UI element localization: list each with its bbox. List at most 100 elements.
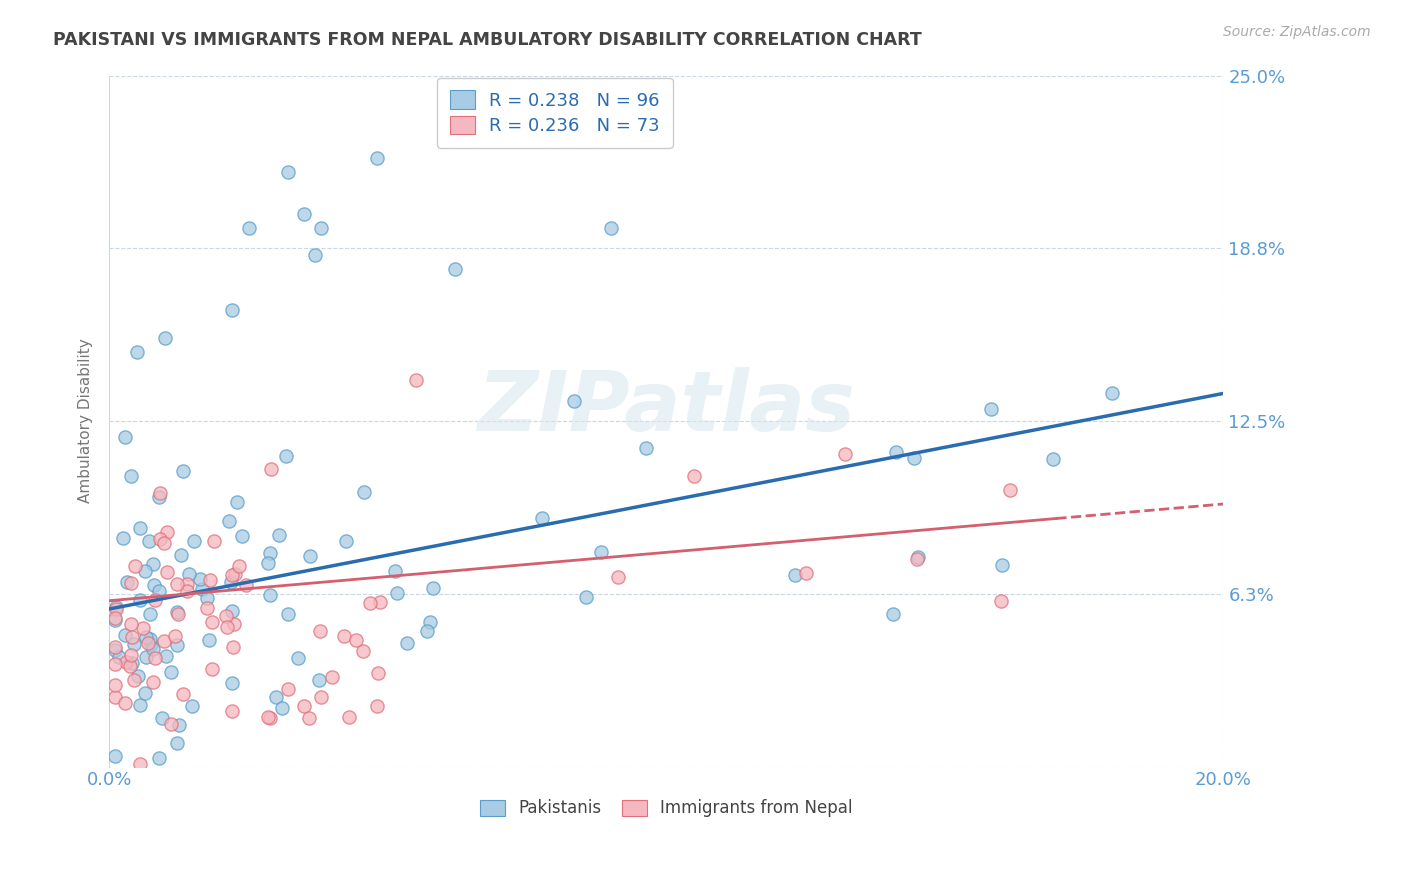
Point <box>292 698 315 713</box>
Point <box>166 638 188 652</box>
Point <box>129 521 152 535</box>
Point <box>980 402 1002 417</box>
Point <box>225 495 247 509</box>
Point <box>155 649 177 664</box>
Point <box>562 394 585 409</box>
Point <box>124 559 146 574</box>
Point <box>198 573 221 587</box>
Point <box>530 511 553 525</box>
Point <box>105 602 128 616</box>
Point <box>198 632 221 647</box>
Point <box>222 640 245 654</box>
Point <box>142 642 165 657</box>
Point <box>104 640 127 655</box>
Point <box>443 262 465 277</box>
Point <box>129 592 152 607</box>
Point <box>385 586 408 600</box>
Point <box>298 710 321 724</box>
Point <box>1000 483 1022 498</box>
Point <box>367 666 389 681</box>
Point <box>415 624 437 638</box>
Point <box>149 486 172 500</box>
Point <box>195 591 218 606</box>
Point <box>274 449 297 463</box>
Point <box>884 445 907 459</box>
Point <box>143 651 166 665</box>
Point <box>277 607 299 622</box>
Point <box>104 611 127 625</box>
Point <box>368 595 391 609</box>
Y-axis label: Ambulatory Disability: Ambulatory Disability <box>79 339 93 503</box>
Point <box>167 607 190 621</box>
Point <box>990 594 1012 608</box>
Point <box>107 650 129 665</box>
Point <box>276 165 298 179</box>
Point <box>114 696 136 710</box>
Point <box>834 447 856 461</box>
Point <box>344 632 367 647</box>
Point <box>309 624 332 638</box>
Point <box>138 632 160 646</box>
Point <box>156 565 179 579</box>
Point <box>589 544 612 558</box>
Point <box>159 665 181 680</box>
Point <box>221 704 243 718</box>
Point <box>127 668 149 682</box>
Point <box>260 462 283 476</box>
Point <box>104 643 127 657</box>
Point <box>121 657 143 671</box>
Point <box>419 615 441 629</box>
Point <box>142 558 165 572</box>
Point <box>176 577 198 591</box>
Point <box>156 524 179 539</box>
Point <box>143 577 166 591</box>
Point <box>221 568 243 582</box>
Point <box>172 464 194 478</box>
Point <box>575 591 598 605</box>
Point <box>195 600 218 615</box>
Point <box>599 220 621 235</box>
Point <box>267 528 290 542</box>
Point <box>201 663 224 677</box>
Point <box>287 651 309 665</box>
Point <box>292 207 315 221</box>
Point <box>152 535 174 549</box>
Point <box>163 629 186 643</box>
Point <box>167 717 190 731</box>
Point <box>353 485 375 500</box>
Point <box>104 657 127 672</box>
Point <box>134 685 156 699</box>
Point <box>135 630 157 644</box>
Point <box>360 596 382 610</box>
Point <box>177 566 200 581</box>
Point <box>607 570 630 584</box>
Point <box>224 567 246 582</box>
Point <box>128 756 150 771</box>
Point <box>352 643 374 657</box>
Point <box>120 469 142 483</box>
Point <box>166 577 188 591</box>
Point <box>231 529 253 543</box>
Point <box>172 687 194 701</box>
Point <box>309 220 332 235</box>
Point <box>215 620 238 634</box>
Point <box>215 609 238 624</box>
Text: PAKISTANI VS IMMIGRANTS FROM NEPAL AMBULATORY DISABILITY CORRELATION CHART: PAKISTANI VS IMMIGRANTS FROM NEPAL AMBUL… <box>53 31 922 49</box>
Point <box>115 574 138 589</box>
Point <box>153 633 176 648</box>
Text: ZIPatlas: ZIPatlas <box>478 367 855 448</box>
Point <box>148 751 170 765</box>
Point <box>384 564 406 578</box>
Point <box>218 514 240 528</box>
Legend: Pakistanis, Immigrants from Nepal: Pakistanis, Immigrants from Nepal <box>474 793 859 824</box>
Point <box>148 583 170 598</box>
Point <box>104 678 127 692</box>
Point <box>1101 386 1123 401</box>
Point <box>298 549 321 563</box>
Text: Source: ZipAtlas.com: Source: ZipAtlas.com <box>1223 25 1371 39</box>
Point <box>134 565 156 579</box>
Point <box>235 577 257 591</box>
Point <box>224 617 246 632</box>
Point <box>221 604 243 618</box>
Point <box>127 345 149 359</box>
